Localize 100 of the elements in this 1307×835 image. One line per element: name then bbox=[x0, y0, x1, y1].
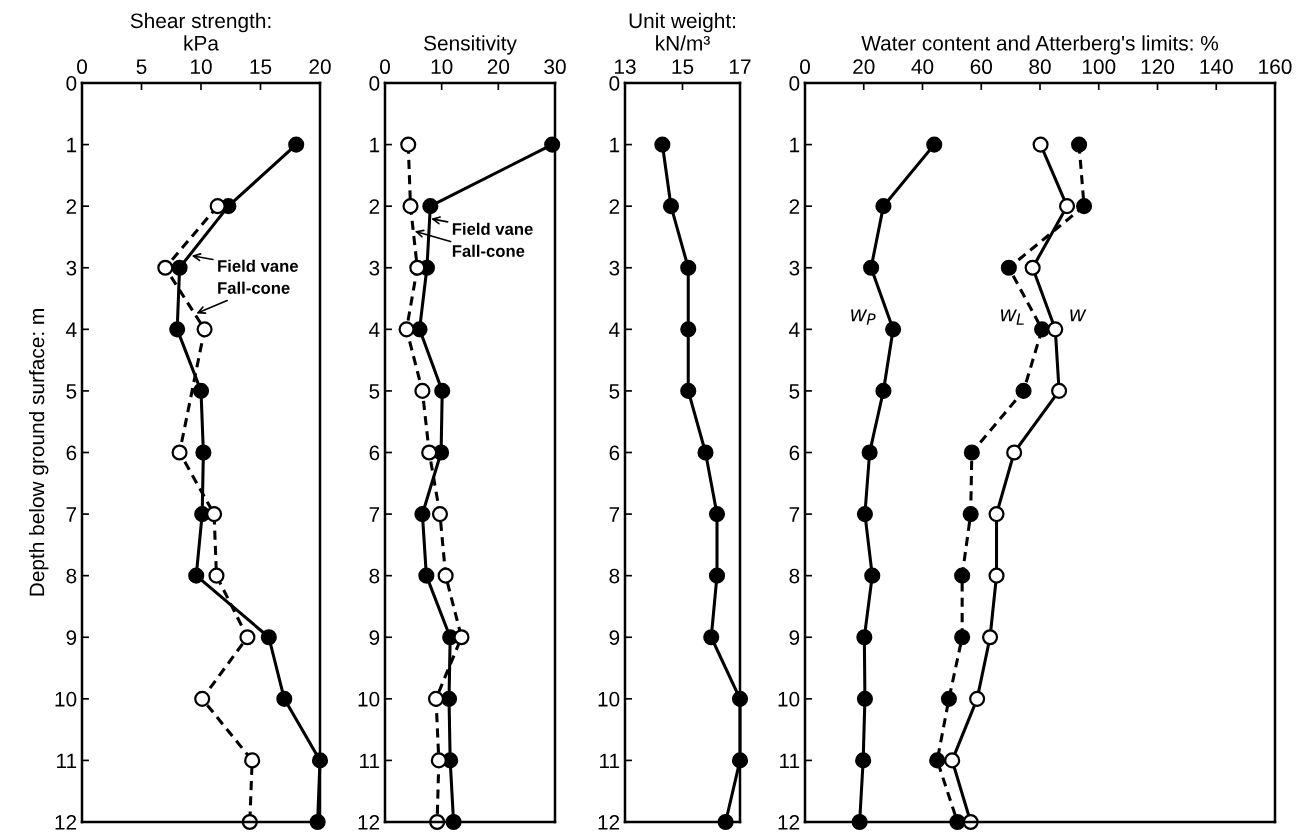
y-tick-label: 12 bbox=[598, 815, 620, 830]
x-tick-label: 20 bbox=[853, 59, 875, 75]
y-tick-label: 0 bbox=[66, 76, 77, 91]
point bbox=[1024, 259, 1041, 276]
y-tick-label: 5 bbox=[66, 384, 77, 399]
y-tick-label: 12 bbox=[55, 815, 77, 830]
y-tick-label: 4 bbox=[789, 322, 800, 337]
x-tick-label: 30 bbox=[544, 59, 566, 75]
x-tick-label: 0 bbox=[77, 59, 87, 75]
point bbox=[398, 321, 415, 338]
y-tick-label: 10 bbox=[358, 691, 380, 707]
annotation: Fall-cone bbox=[218, 281, 290, 294]
point bbox=[209, 198, 226, 215]
x-tick-label: 100 bbox=[1082, 59, 1116, 75]
point bbox=[875, 382, 892, 399]
y-tick-label: 0 bbox=[369, 76, 380, 91]
y-tick-label: 9 bbox=[66, 630, 77, 645]
point bbox=[171, 444, 188, 461]
point bbox=[944, 752, 961, 769]
y-tick-label: 0 bbox=[789, 76, 800, 91]
point bbox=[431, 506, 449, 523]
x-tick-label: 0 bbox=[380, 59, 390, 75]
y-tick-label: 4 bbox=[66, 322, 77, 337]
y-tick-label: 11 bbox=[780, 753, 800, 768]
x-tick-label: 5 bbox=[136, 59, 147, 75]
point bbox=[157, 259, 174, 276]
y-tick-label: 9 bbox=[609, 630, 620, 645]
x-tick-label: 10 bbox=[191, 59, 212, 75]
point bbox=[1015, 382, 1032, 399]
y-tick-label: 6 bbox=[609, 445, 620, 461]
annotation: Field vane bbox=[218, 259, 298, 272]
x-tick-label: 17 bbox=[730, 59, 751, 74]
point bbox=[954, 567, 971, 584]
point bbox=[1051, 382, 1068, 399]
point bbox=[1032, 136, 1049, 153]
point bbox=[437, 567, 454, 584]
point bbox=[422, 198, 439, 215]
x-tick-label: 20 bbox=[487, 59, 510, 75]
point bbox=[288, 136, 305, 153]
x-tick-label: 80 bbox=[1029, 59, 1051, 75]
x-tick-label: 20 bbox=[309, 59, 331, 75]
point bbox=[208, 567, 225, 584]
x-tick-label: 0 bbox=[800, 59, 810, 75]
point bbox=[680, 259, 697, 276]
y-tick-label: 2 bbox=[66, 199, 77, 214]
annotation: Field vane bbox=[452, 222, 533, 235]
point bbox=[414, 506, 431, 523]
y-tick-label: 9 bbox=[369, 630, 380, 645]
point bbox=[260, 629, 277, 646]
point bbox=[1058, 198, 1076, 215]
y-tick-label: 7 bbox=[66, 507, 77, 522]
x-tick-label: 160 bbox=[1259, 59, 1292, 75]
point bbox=[194, 690, 211, 707]
y-tick-label: 7 bbox=[369, 507, 380, 522]
y-tick-label: 9 bbox=[789, 630, 800, 645]
y-tick-label: 4 bbox=[609, 322, 620, 337]
point bbox=[244, 752, 261, 769]
y-tick-label: 3 bbox=[369, 260, 380, 276]
point bbox=[276, 690, 293, 707]
y-tick-label: 10 bbox=[598, 691, 620, 707]
series-label: w$_{P}$ bbox=[851, 309, 876, 325]
x-tick-label: 15 bbox=[672, 59, 694, 75]
point bbox=[195, 444, 212, 461]
point bbox=[414, 382, 431, 399]
y-tick-label: 3 bbox=[66, 260, 77, 276]
x-axis-title: Unit weight: kN/m³ bbox=[629, 12, 736, 51]
point bbox=[863, 259, 880, 276]
x-tick-label: 40 bbox=[911, 59, 934, 75]
point bbox=[963, 444, 980, 461]
point bbox=[680, 321, 697, 338]
y-tick-label: 4 bbox=[369, 322, 380, 337]
point bbox=[988, 567, 1005, 584]
y-tick-label: 11 bbox=[600, 753, 620, 768]
y-tick-label: 1 bbox=[610, 137, 620, 153]
point bbox=[654, 136, 671, 153]
point bbox=[411, 321, 428, 338]
y-tick-label: 2 bbox=[789, 199, 800, 214]
point bbox=[427, 690, 445, 707]
point bbox=[856, 506, 873, 523]
x-tick-label: 15 bbox=[250, 59, 272, 75]
point bbox=[940, 690, 957, 707]
x-tick-label: 13 bbox=[615, 59, 636, 75]
x-tick-label: 120 bbox=[1141, 59, 1175, 75]
point bbox=[929, 752, 946, 769]
y-tick-label: 3 bbox=[789, 260, 800, 276]
y-tick-label: 6 bbox=[789, 445, 800, 461]
point bbox=[703, 629, 720, 646]
y-tick-label: 10 bbox=[55, 691, 77, 707]
y-tick-label: 7 bbox=[609, 507, 620, 522]
point bbox=[861, 444, 878, 461]
point bbox=[430, 752, 447, 769]
point bbox=[969, 690, 986, 707]
point bbox=[434, 382, 451, 399]
point bbox=[982, 629, 999, 646]
point bbox=[196, 321, 213, 338]
y-tick-label: 8 bbox=[609, 568, 620, 584]
annotation: Fall-cone bbox=[452, 244, 525, 257]
point bbox=[875, 198, 892, 215]
y-tick-label: 12 bbox=[778, 815, 800, 830]
x-tick-label: 140 bbox=[1200, 59, 1233, 75]
